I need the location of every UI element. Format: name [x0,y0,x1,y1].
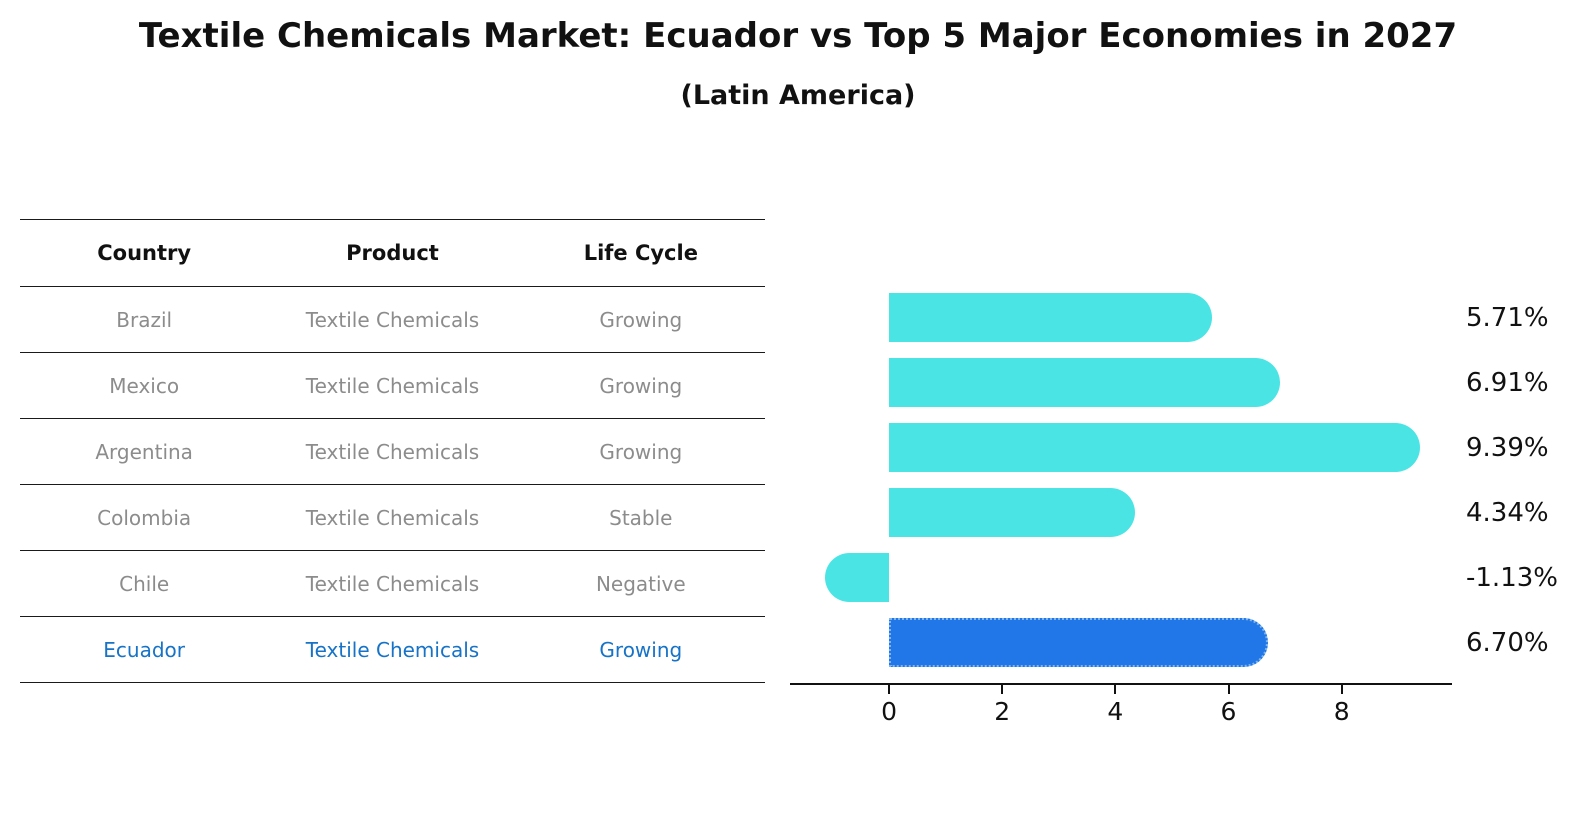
cell-country: Colombia [97,505,192,530]
bar-ecuador [889,618,1269,667]
value-labels-column: 5.71% 6.91% 9.39% 4.34% -1.13% 6.70% [1452,219,1596,675]
cell-country: Chile [119,571,170,596]
x-tick-mark [1001,685,1004,694]
bar-row [790,285,1452,350]
cell-country: Brazil [116,307,173,332]
bar-row [790,415,1452,480]
cell-life-cycle: Negative [595,571,686,596]
bar-chile [825,553,889,602]
bar-row [790,610,1452,675]
cell-product: Textile Chemicals [305,373,480,398]
bar-row [790,350,1452,415]
x-tick-mark [1114,685,1117,694]
bar-colombia [889,488,1135,537]
x-tick-label: 8 [1333,697,1350,726]
bar-brazil [889,293,1213,342]
x-tick-label: 0 [881,697,897,726]
table-row: Mexico Textile Chemicals Growing [20,353,765,419]
cell-product: Textile Chemicals [305,571,480,596]
bar-argentina [889,423,1421,472]
x-tick-label: 2 [994,697,1011,726]
x-axis-ticks: 0 2 4 6 8 [790,685,1452,733]
cell-product: Textile Chemicals [305,439,480,464]
value-label-chile: -1.13% [1466,562,1558,593]
x-tick-label: 6 [1220,697,1237,726]
header-cell-product: Product [346,241,439,265]
cell-country: Argentina [95,439,193,464]
page-title: Textile Chemicals Market: Ecuador vs Top… [138,16,1458,56]
value-label-mexico: 6.91% [1466,367,1549,398]
content-area: Country Product Life Cycle Brazil Textil… [0,219,1596,733]
x-tick-mark [1227,685,1230,694]
x-tick-mark [1340,685,1343,694]
cell-life-cycle: Growing [599,439,683,464]
cell-life-cycle: Growing [599,373,683,398]
data-table: Country Product Life Cycle Brazil Textil… [20,219,765,683]
table-header-row: Country Product Life Cycle [20,219,765,287]
value-label-brazil: 5.71% [1466,302,1549,333]
plot-area [790,285,1452,675]
page-subtitle: (Latin America) [680,80,916,111]
x-tick-mark [888,685,891,694]
cell-product: Textile Chemicals [305,637,480,662]
cell-life-cycle: Growing [599,307,683,332]
bar-mexico [889,358,1280,407]
cell-country: Mexico [109,373,180,398]
cell-product: Textile Chemicals [305,505,480,530]
bar-row [790,480,1452,545]
x-axis-line [790,683,1452,685]
table-row: Colombia Textile Chemicals Stable [20,485,765,551]
bar-row [790,545,1452,610]
cell-life-cycle: Stable [609,505,673,530]
table-row: Chile Textile Chemicals Negative [20,551,765,617]
table-row: Brazil Textile Chemicals Growing [20,287,765,353]
cell-country: Ecuador [103,637,186,662]
table-row: Argentina Textile Chemicals Growing [20,419,765,485]
cell-product: Textile Chemicals [305,307,480,332]
value-label-ecuador: 6.70% [1466,627,1549,658]
table-row-ecuador: Ecuador Textile Chemicals Growing [20,617,765,683]
header-cell-country: Country [97,241,192,265]
chart-spacer [790,219,1452,285]
value-label-colombia: 4.34% [1466,497,1549,528]
bar-chart: 0 2 4 6 8 [790,219,1452,733]
x-tick-label: 4 [1107,697,1124,726]
header-cell-life-cycle: Life Cycle [583,241,698,265]
cell-life-cycle: Growing [599,637,683,662]
value-label-argentina: 9.39% [1466,432,1549,463]
value-labels-spacer [1466,219,1596,285]
